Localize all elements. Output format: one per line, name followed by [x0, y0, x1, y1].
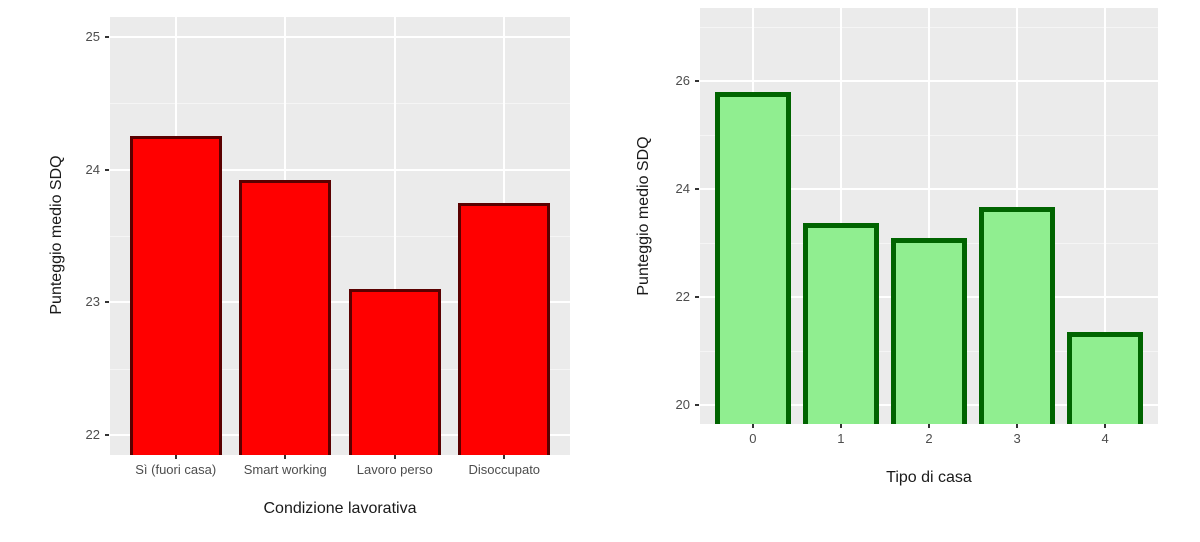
vertical-gridline [928, 8, 930, 424]
y-tick-label: 20 [675, 397, 690, 413]
x-tick-mark [1104, 424, 1107, 428]
x-tick-label: 0 [749, 431, 757, 446]
major-gridline [110, 35, 570, 38]
bar-1 [803, 223, 879, 424]
x-tick-mark [839, 424, 842, 428]
y-tick-label: 24 [675, 180, 690, 196]
x-tick-label: 1 [837, 431, 845, 446]
minor-gridline [110, 236, 570, 237]
y-tick-label: 24 [85, 161, 100, 177]
x-axis-title: Tipo di casa [886, 469, 972, 486]
x-tick-label: 2 [925, 431, 933, 446]
y-tick-mark [695, 79, 699, 82]
y-tick-mark [695, 404, 699, 407]
bar-3 [458, 202, 551, 455]
y-axis-title: Punteggio medio SDQ [635, 136, 652, 296]
x-tick-mark [1016, 424, 1019, 428]
x-tick-mark [751, 424, 754, 428]
bar-2 [891, 237, 967, 424]
x-tick-mark [928, 424, 930, 428]
x-tick-label: Lavoro perso [356, 462, 433, 477]
vertical-gridline [1104, 8, 1107, 424]
bar-3 [979, 206, 1055, 424]
major-gridline [110, 301, 570, 304]
y-tick-mark [105, 168, 109, 171]
chart-condizione-lavorativa: Punteggio medio SDQ 22 23 24 25 Sì (fuori c… [48, 17, 570, 517]
bar-2 [348, 289, 441, 455]
y-tick-label: 25 [85, 28, 100, 44]
minor-gridline [110, 103, 570, 105]
minor-gridline [110, 368, 570, 370]
y-tick-mark [105, 35, 109, 38]
bar-1 [239, 180, 332, 455]
x-tick-mark [393, 455, 396, 459]
y-tick-mark [695, 187, 699, 190]
plot-panel [700, 8, 1158, 424]
x-tick-label: Disoccupato [468, 462, 541, 477]
vertical-gridline [839, 8, 842, 424]
y-tick-mark [105, 434, 109, 437]
x-tick-mark [174, 455, 177, 459]
y-tick-mark [105, 301, 109, 304]
y-tick-label: 26 [675, 72, 690, 88]
x-tick-label: 3 [1013, 431, 1021, 446]
x-tick-label: 4 [1101, 431, 1109, 446]
x-tick-label: Smart working [243, 462, 327, 477]
y-tick-label: 22 [675, 289, 690, 305]
x-axis-title: Condizione lavorativa [263, 500, 417, 517]
major-gridline [110, 168, 570, 171]
y-tick-mark [695, 296, 699, 299]
y-tick-label: 22 [85, 427, 100, 443]
vertical-gridline [393, 17, 396, 455]
x-tick-mark [284, 455, 287, 459]
plot-panel [110, 17, 570, 455]
bar-4 [1067, 332, 1143, 424]
major-gridline [110, 434, 570, 437]
y-tick-label: 23 [85, 294, 100, 310]
x-tick-label: Sì (fuori casa) [135, 462, 217, 477]
bar-0 [714, 91, 791, 424]
bar-0 [129, 136, 222, 455]
x-tick-mark [503, 455, 506, 459]
